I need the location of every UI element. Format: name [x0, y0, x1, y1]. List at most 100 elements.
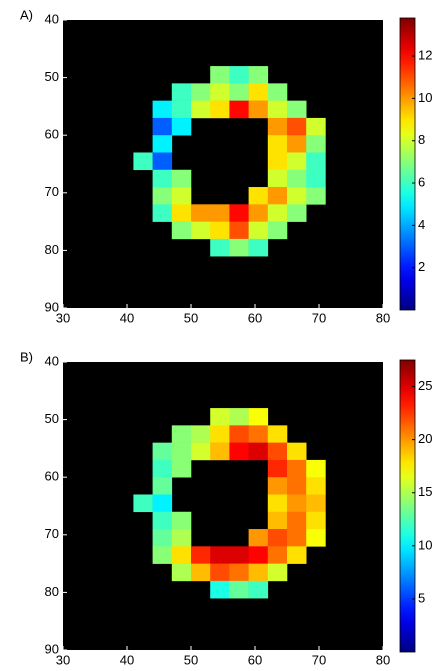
heat-cell [229, 546, 249, 564]
x-tick-label: 70 [312, 652, 326, 667]
heat-cell [152, 187, 173, 205]
heat-cell [248, 425, 269, 443]
heat-cell [191, 100, 211, 119]
heat-cell [306, 135, 326, 153]
heat-cell [267, 546, 288, 564]
heat-cell [248, 204, 269, 222]
y-tick-label: 40 [45, 353, 59, 368]
heat-cell [248, 100, 269, 119]
y-tick-label: 70 [45, 526, 59, 541]
heat-cell [229, 408, 249, 426]
colorbar-tick-label: 8 [418, 132, 425, 147]
heat-cell [152, 135, 173, 153]
x-tick-label: 50 [184, 310, 198, 325]
heat-cell [248, 563, 269, 582]
heat-cell [287, 152, 307, 171]
heat-cell [306, 152, 326, 171]
heat-cell [210, 546, 230, 564]
heat-cell [267, 425, 288, 443]
heat-cell [152, 477, 173, 495]
heat-cell [191, 425, 211, 443]
heat-cell [229, 563, 249, 582]
x-tick-label: 50 [184, 652, 198, 667]
heat-cell [210, 221, 230, 240]
heat-cell [171, 546, 192, 564]
heat-cell [229, 83, 249, 101]
heat-cell [287, 117, 307, 136]
heat-cell [171, 117, 192, 136]
heat-cell [287, 187, 307, 205]
heat-cell [306, 511, 326, 530]
heat-cell [287, 442, 307, 461]
x-tick-label: 40 [120, 652, 134, 667]
heat-cell [267, 187, 288, 205]
heat-cell [248, 221, 269, 240]
x-tick-label: 70 [312, 310, 326, 325]
heat-cell [152, 529, 173, 547]
heat-cell [152, 100, 173, 119]
colorbar [399, 359, 416, 653]
heat-cell [267, 442, 288, 461]
heat-cell [267, 494, 288, 513]
heat-cell [210, 66, 230, 84]
colorbar-tick-label: 10 [418, 537, 432, 552]
heat-cell [267, 135, 288, 153]
y-tick-label: 50 [45, 69, 59, 84]
heat-cell [210, 238, 230, 257]
y-tick-label: 70 [45, 184, 59, 199]
heat-cell [287, 477, 307, 495]
heat-cell [306, 529, 326, 547]
heat-cell [171, 169, 192, 188]
y-tick-label: 90 [45, 641, 59, 656]
x-tick-label: 80 [376, 652, 390, 667]
colorbar-tick-label: 6 [418, 174, 425, 189]
heat-cell [267, 529, 288, 547]
plot-background [63, 362, 383, 650]
y-tick-label: 40 [45, 11, 59, 26]
colorbar-tick-label: 5 [418, 590, 425, 605]
heat-cell [267, 511, 288, 530]
heat-cell [248, 83, 269, 101]
colorbar-tick-label: 4 [418, 217, 425, 232]
heat-cell [229, 238, 249, 257]
heat-cell [287, 529, 307, 547]
heat-cell [133, 152, 153, 171]
heat-cell [267, 459, 288, 478]
heat-cell [287, 459, 307, 478]
heat-cell [171, 459, 192, 478]
heat-cell [306, 187, 326, 205]
heat-cell [248, 187, 269, 205]
colorbar-tick-label: 25 [418, 378, 432, 393]
colorbar-tick-label: 15 [418, 484, 432, 499]
heat-cell [267, 83, 288, 101]
x-tick-label: 40 [120, 310, 134, 325]
heat-cell [248, 580, 269, 599]
heat-cell [267, 563, 288, 582]
heat-cell [171, 204, 192, 222]
heat-cell [171, 529, 192, 547]
panel-label: B) [20, 349, 33, 364]
heat-cell [210, 442, 230, 461]
heat-cell [152, 169, 173, 188]
heat-cell [229, 425, 249, 443]
heat-cell [152, 152, 173, 171]
x-tick-label: 30 [56, 310, 70, 325]
heat-cell [267, 117, 288, 136]
heat-cell [152, 117, 173, 136]
heat-cell [191, 204, 211, 222]
heat-cell [171, 563, 192, 582]
heat-cell [248, 546, 269, 564]
heat-cell [229, 100, 249, 119]
heat-cell [306, 477, 326, 495]
heat-cell [210, 204, 230, 222]
heat-cell [229, 221, 249, 240]
heat-cell [152, 546, 173, 564]
heat-cell [267, 100, 288, 119]
x-tick-label: 60 [248, 310, 262, 325]
plot-background [63, 20, 383, 308]
heat-cell [229, 442, 249, 461]
y-tick-label: 60 [45, 469, 59, 484]
heat-cell [171, 100, 192, 119]
heat-cell [287, 204, 307, 222]
